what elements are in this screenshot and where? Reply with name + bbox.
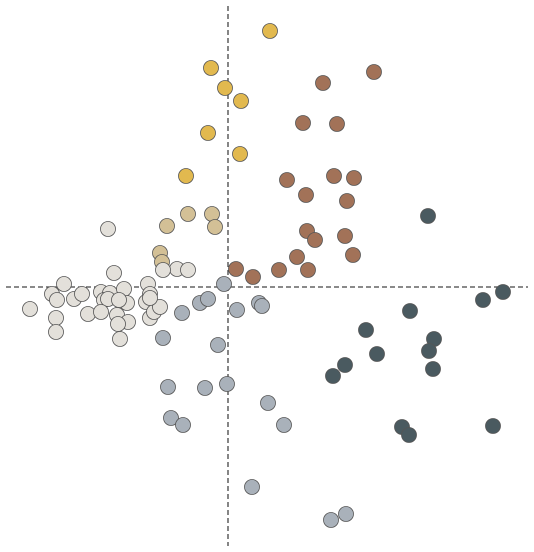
point [337,357,353,373]
point [271,262,287,278]
point [233,93,249,109]
point [22,301,38,317]
point [100,221,116,237]
point [244,479,260,495]
point [338,506,354,522]
point [155,262,171,278]
point [200,125,216,141]
point [420,208,436,224]
point [93,304,109,320]
point [485,418,501,434]
point [421,343,437,359]
point [366,64,382,80]
point [180,206,196,222]
point [111,292,127,308]
point [475,292,491,308]
point [174,305,190,321]
point [210,337,226,353]
point [307,232,323,248]
point [49,292,65,308]
point [329,116,345,132]
point [80,306,96,322]
point [110,316,126,332]
point [56,276,72,292]
point [289,249,305,265]
point [219,376,235,392]
point [155,330,171,346]
point [175,417,191,433]
point [203,60,219,76]
point [325,368,341,384]
point [207,219,223,235]
point [358,322,374,338]
point [163,410,179,426]
point [204,206,220,222]
point [197,380,213,396]
point [245,269,261,285]
point [232,146,248,162]
point [279,172,295,188]
point [180,262,196,278]
point [112,331,128,347]
point [178,168,194,184]
point [345,247,361,263]
point [425,361,441,377]
point [160,379,176,395]
point [337,228,353,244]
point [228,261,244,277]
point [495,284,511,300]
point [323,512,339,528]
point [200,291,216,307]
point [159,218,175,234]
point [315,75,331,91]
point [229,302,245,318]
point [276,417,292,433]
point [142,290,158,306]
point [74,286,90,302]
point [48,310,64,326]
point [401,427,417,443]
point [300,262,316,278]
point [254,298,270,314]
point [217,80,233,96]
point [326,168,342,184]
point [262,23,278,39]
point [216,276,232,292]
point [106,265,122,281]
point [298,187,314,203]
point [152,299,168,315]
point [346,170,362,186]
point [369,346,385,362]
point [339,193,355,209]
point [260,395,276,411]
point [295,115,311,131]
point [48,324,64,340]
point [402,303,418,319]
